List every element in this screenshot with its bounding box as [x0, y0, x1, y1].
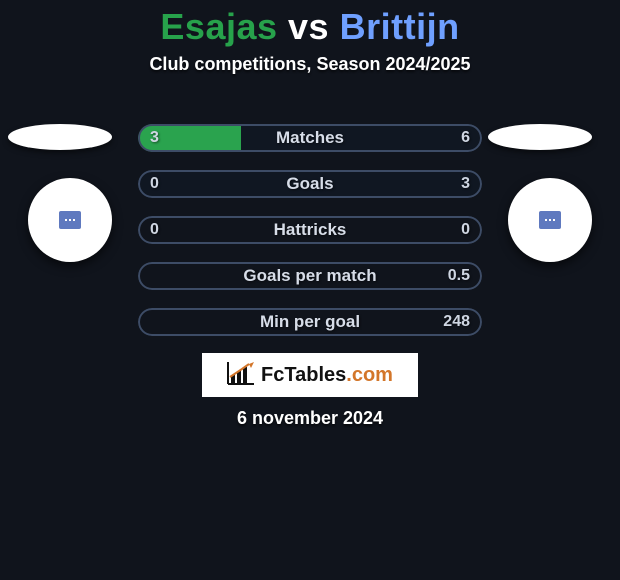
- stat-row: 248Min per goal: [138, 308, 482, 336]
- fctables-logo: FcTables.com: [202, 353, 418, 397]
- title-player2: Brittijn: [340, 6, 460, 47]
- badge-left-inner: [59, 211, 81, 229]
- stat-label: Min per goal: [138, 308, 482, 336]
- badge-right-inner: [539, 211, 561, 229]
- title-vs: vs: [288, 6, 329, 47]
- stat-label: Goals: [138, 170, 482, 198]
- stat-label: Goals per match: [138, 262, 482, 290]
- team-badge-left: [28, 178, 112, 262]
- team-badge-right: [508, 178, 592, 262]
- stat-row: 03Goals: [138, 170, 482, 198]
- logo-text-main: FcTables: [261, 364, 346, 386]
- stat-label: Hattricks: [138, 216, 482, 244]
- ellipse-right: [488, 124, 592, 150]
- stat-label: Matches: [138, 124, 482, 152]
- badge-dots-icon: [545, 219, 555, 221]
- page-title: Esajas vs Brittijn: [0, 0, 620, 48]
- stats-bar-chart: 36Matches 03Goals 00Hattricks 0.5Goals per …: [138, 124, 482, 354]
- comparison-infographic: Esajas vs Brittijn Club competitions, Se…: [0, 0, 620, 580]
- logo-text-suffix: .com: [346, 364, 393, 386]
- ellipse-left: [8, 124, 112, 150]
- date-label: 6 november 2024: [0, 408, 620, 429]
- title-player1: Esajas: [160, 6, 277, 47]
- badge-dots-icon: [65, 219, 75, 221]
- stat-row: 36Matches: [138, 124, 482, 152]
- subtitle: Club competitions, Season 2024/2025: [0, 54, 620, 75]
- stat-row: 00Hattricks: [138, 216, 482, 244]
- stat-row: 0.5Goals per match: [138, 262, 482, 290]
- chart-icon: [227, 361, 255, 390]
- logo-text: FcTables.com: [261, 364, 393, 387]
